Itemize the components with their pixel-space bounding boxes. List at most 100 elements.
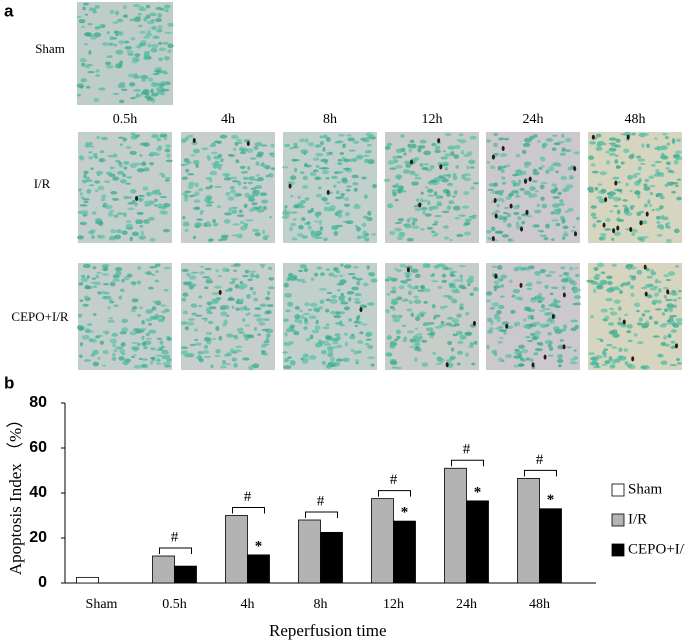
cell	[501, 234, 509, 238]
cell	[452, 290, 461, 294]
cell	[618, 290, 624, 294]
cell	[550, 189, 557, 194]
cell	[154, 67, 163, 71]
cell	[115, 159, 121, 163]
cell	[209, 170, 218, 176]
cell	[101, 364, 107, 367]
cell	[236, 327, 244, 333]
cell	[119, 349, 126, 354]
cell	[647, 199, 651, 205]
cell	[233, 362, 238, 368]
cell	[395, 366, 402, 370]
cell	[533, 321, 541, 326]
cell	[408, 300, 414, 305]
cell	[121, 327, 129, 333]
cell	[615, 165, 622, 169]
cell	[315, 165, 320, 168]
cell	[644, 178, 650, 183]
cell	[164, 72, 169, 75]
cell	[143, 167, 150, 172]
cell	[457, 350, 464, 355]
cell	[242, 318, 246, 322]
cell	[537, 229, 541, 233]
cell	[315, 319, 319, 325]
cell	[523, 190, 532, 196]
cell	[98, 87, 106, 91]
cell	[157, 206, 166, 209]
cell	[356, 226, 361, 232]
cell	[158, 57, 163, 62]
cell	[608, 191, 616, 196]
cell	[111, 356, 117, 361]
cell	[249, 270, 257, 273]
cell	[262, 318, 270, 322]
cell	[101, 290, 106, 295]
cell	[123, 40, 130, 44]
cell	[526, 215, 533, 218]
cell	[131, 305, 138, 310]
cell	[292, 218, 297, 221]
cell	[570, 319, 579, 323]
cell	[78, 327, 85, 331]
cell	[545, 274, 552, 278]
cell	[149, 162, 154, 166]
cell	[596, 219, 602, 223]
cell	[561, 236, 566, 240]
cell	[414, 207, 422, 212]
cell	[493, 286, 497, 292]
cell	[134, 59, 140, 62]
cell	[535, 295, 539, 301]
cell	[395, 269, 403, 272]
cell	[79, 192, 83, 196]
cell	[395, 148, 403, 154]
apoptotic-cell	[562, 344, 566, 350]
cell	[669, 314, 678, 318]
cell	[518, 179, 522, 185]
cell	[125, 146, 132, 149]
cell	[186, 321, 195, 326]
cell	[141, 161, 147, 166]
cell	[421, 362, 429, 367]
cell	[129, 18, 134, 22]
cell	[646, 143, 650, 149]
cell	[214, 185, 222, 188]
cell	[526, 287, 532, 291]
cell	[90, 36, 97, 40]
cell	[112, 352, 116, 357]
cell	[159, 195, 168, 199]
cell	[437, 285, 443, 289]
cell	[645, 268, 650, 272]
cell	[636, 322, 643, 326]
cell	[135, 45, 142, 49]
cell	[204, 286, 209, 290]
apoptotic-cell	[520, 226, 524, 232]
cell	[638, 317, 643, 322]
cell	[131, 346, 140, 350]
cell	[129, 331, 137, 336]
cell	[144, 204, 151, 207]
cell	[247, 181, 253, 185]
cell	[261, 350, 266, 355]
cell	[605, 150, 610, 154]
cell	[520, 349, 529, 354]
cell	[334, 311, 341, 315]
cell	[321, 350, 327, 355]
cell	[651, 299, 660, 304]
cell	[167, 43, 174, 48]
cell	[500, 274, 508, 279]
cell	[600, 271, 606, 274]
cell	[654, 147, 660, 150]
cell	[421, 286, 426, 290]
cell	[298, 309, 304, 313]
cell	[285, 309, 291, 313]
cell	[395, 329, 401, 335]
cell	[674, 150, 682, 154]
cell	[422, 323, 429, 327]
cell	[540, 181, 548, 185]
cell	[617, 306, 622, 311]
cell	[143, 16, 148, 22]
cell	[634, 190, 641, 196]
cell	[676, 321, 683, 326]
cell	[427, 194, 435, 197]
cell	[392, 318, 401, 323]
